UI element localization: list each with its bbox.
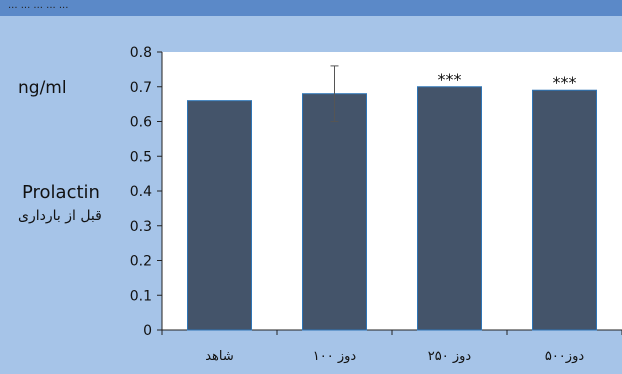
y-tick-label: 0.1 [130,288,152,304]
y-tick-label: 0.2 [130,254,152,270]
chart-marks: 0 0.1 0.2 0.3 0.4 0.5 0.6 0.7 0.8 شاهد دوز ۱۰۰ *** د… [130,45,622,364]
measure-label: Prolactin [22,182,100,203]
x-tick-label: دوز ۲۵۰ [428,349,472,364]
x-tick-label: شاهد [205,349,234,364]
measure-sub-label: قبل از بارداری [18,208,102,224]
y-tick-label: 0.8 [130,45,152,61]
x-tick-label: دوز۵۰۰ [545,349,585,364]
bar [302,93,367,331]
y-tick-label: 0.5 [130,149,152,165]
significance-label: *** [553,73,577,92]
significance-label: *** [438,70,462,89]
y-tick-label: 0.3 [130,219,152,235]
bar [187,100,252,331]
header-fragment: ... ... ... ... ... [8,0,68,11]
y-tick-label: 0.6 [130,115,152,131]
y-tick-label: 0.4 [130,184,152,200]
x-tick-label: دوز ۱۰۰ [313,349,357,364]
unit-label: ng/ml [18,78,67,98]
bar [532,89,597,331]
header-strip [0,0,622,16]
y-tick-label: 0 [143,323,152,339]
bar [417,86,482,331]
y-tick-label: 0.7 [130,80,152,96]
